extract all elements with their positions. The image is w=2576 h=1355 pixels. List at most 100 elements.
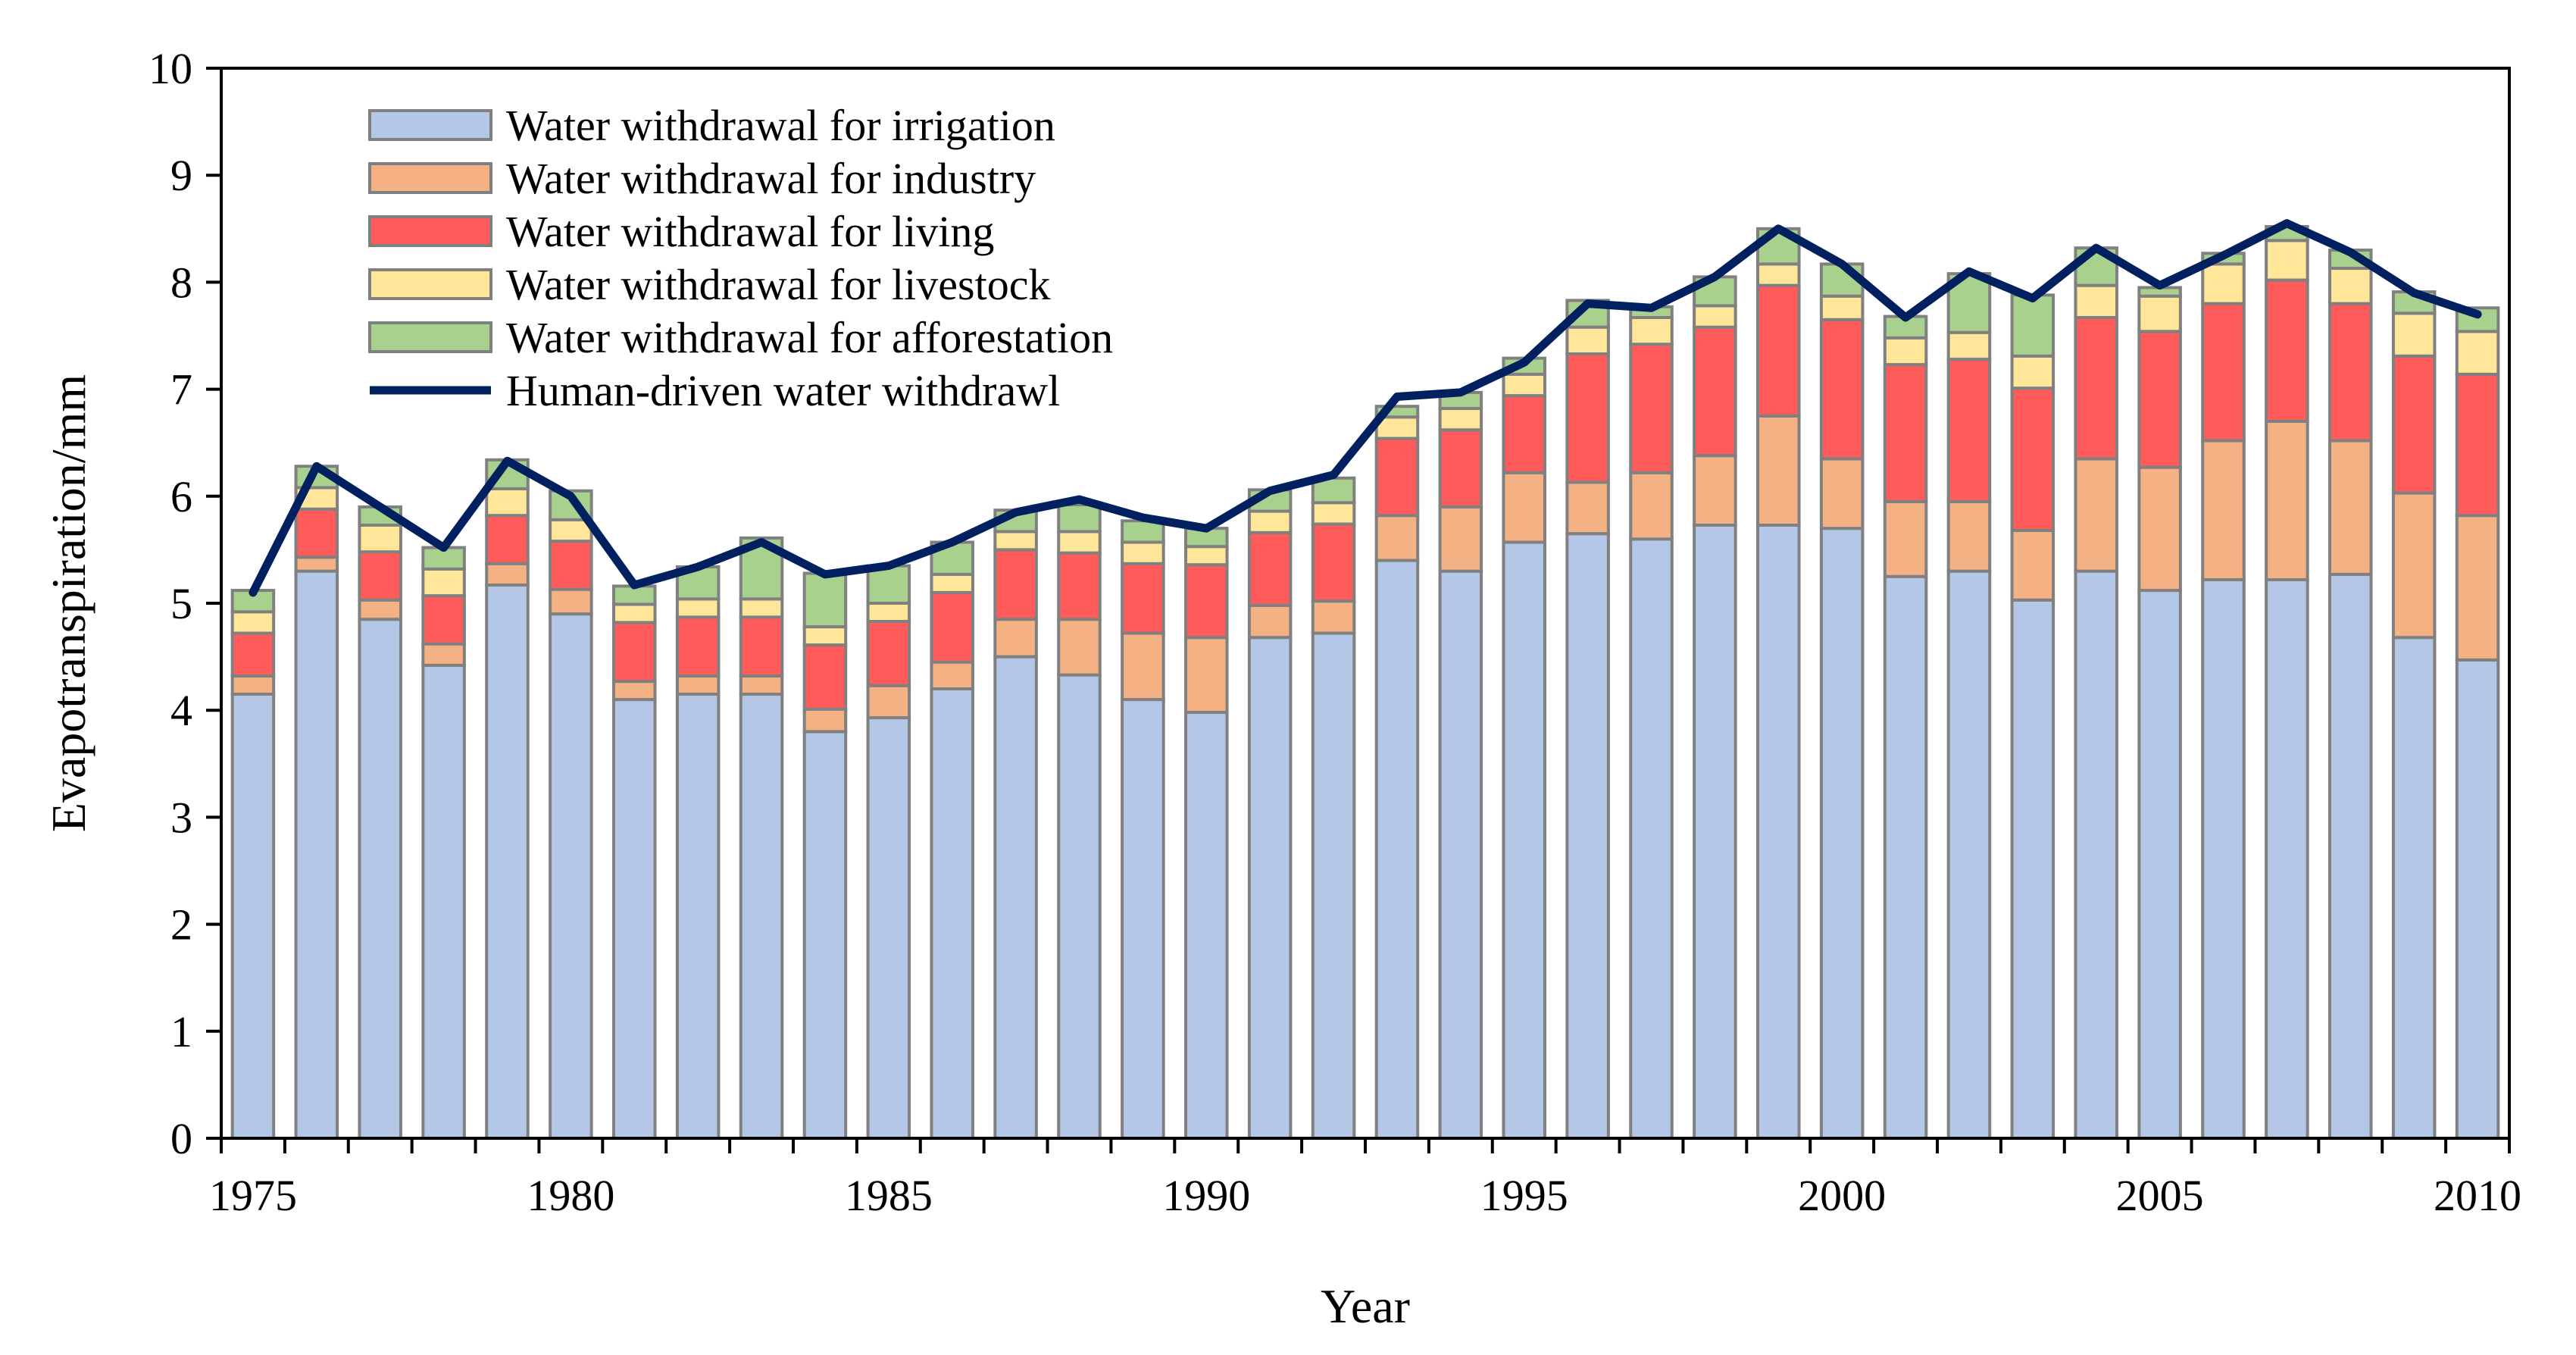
bar-segment-1993-series-1 bbox=[1374, 514, 1420, 562]
bar-segment-1981-series-0 bbox=[612, 698, 657, 1140]
bar-segment-1994-series-3 bbox=[1438, 407, 1483, 432]
legend-swatch-1 bbox=[368, 162, 492, 194]
bar-segment-1998-series-1 bbox=[1693, 454, 1737, 527]
bar-segment-2009-series-1 bbox=[2391, 491, 2437, 640]
bar-segment-2003-series-1 bbox=[2010, 528, 2055, 602]
bar-segment-1988-series-4 bbox=[1057, 503, 1102, 534]
bar-segment-1979-series-0 bbox=[485, 583, 530, 1140]
bar-segment-2005-series-3 bbox=[2137, 294, 2182, 333]
bar-segment-2003-series-4 bbox=[2010, 293, 2055, 358]
bar-segment-2001-series-0 bbox=[1883, 574, 1928, 1140]
bar-segment-1992-series-1 bbox=[1311, 599, 1356, 635]
bar-segment-2002-series-1 bbox=[1946, 499, 1992, 573]
bar-segment-1979-series-1 bbox=[485, 562, 530, 587]
x-axis-title: Year bbox=[1321, 1279, 1410, 1333]
bar-segment-2007-series-0 bbox=[2265, 577, 2309, 1140]
bar-segment-1976-series-2 bbox=[294, 507, 339, 559]
bar-segment-1982-series-3 bbox=[675, 597, 721, 619]
bar-segment-1990-series-1 bbox=[1184, 636, 1229, 715]
bar-segment-1988-series-3 bbox=[1057, 530, 1102, 555]
bar-segment-1975-series-1 bbox=[230, 674, 276, 696]
bar-segment-1976-series-1 bbox=[294, 555, 339, 573]
bar-segment-1994-series-2 bbox=[1438, 428, 1483, 509]
bar-segment-1976-series-0 bbox=[294, 569, 339, 1140]
bar-segment-2005-series-2 bbox=[2137, 330, 2182, 469]
bar-segment-2000-series-1 bbox=[1819, 457, 1865, 530]
bar-segment-1982-series-2 bbox=[675, 615, 721, 678]
bar-segment-1999-series-3 bbox=[1756, 262, 1801, 287]
bar-segment-1980-series-1 bbox=[549, 587, 593, 616]
bar-segment-2002-series-3 bbox=[1946, 330, 1992, 361]
bar-segment-1975-series-0 bbox=[230, 693, 276, 1140]
y-tick-label: 9 bbox=[170, 151, 192, 200]
bar-segment-1986-series-1 bbox=[930, 660, 974, 690]
y-axis: 0 1 2 3 4 5 6 7 8 9 10 bbox=[148, 44, 221, 1163]
bar-segment-1977-series-1 bbox=[358, 598, 402, 621]
bar-segment-2006-series-2 bbox=[2201, 302, 2246, 443]
bar-segment-1989-series-1 bbox=[1121, 631, 1165, 702]
bar-segment-1996-series-1 bbox=[1565, 480, 1610, 536]
bar-segment-1991-series-1 bbox=[1247, 603, 1293, 640]
bar-segment-1989-series-3 bbox=[1121, 540, 1165, 565]
y-tick-label: 4 bbox=[170, 686, 192, 735]
bar-segment-1987-series-0 bbox=[993, 655, 1038, 1140]
bar-segment-2010-series-1 bbox=[2455, 514, 2500, 662]
bar-segment-1984-series-2 bbox=[802, 643, 848, 711]
bar-segment-2008-series-1 bbox=[2328, 439, 2373, 576]
bar-segment-1975-series-3 bbox=[230, 610, 276, 635]
x-tick-label: 1975 bbox=[209, 1171, 297, 1220]
bar-segment-2000-series-2 bbox=[1819, 318, 1865, 461]
bar-segment-1979-series-2 bbox=[485, 514, 530, 565]
bar-segment-1992-series-3 bbox=[1311, 501, 1356, 526]
bar-segment-2006-series-3 bbox=[2201, 262, 2246, 305]
bar-segment-1987-series-3 bbox=[993, 530, 1038, 552]
bar-segment-1990-series-2 bbox=[1184, 563, 1229, 640]
bar-segment-2008-series-0 bbox=[2328, 572, 2373, 1140]
bar-segment-1978-series-1 bbox=[421, 642, 466, 667]
bar-segment-2009-series-0 bbox=[2391, 636, 2437, 1140]
x-tick-label: 1985 bbox=[845, 1171, 933, 1220]
bar-segment-1994-series-1 bbox=[1438, 505, 1483, 573]
legend-swatch-0 bbox=[368, 109, 492, 141]
bar-segment-1978-series-3 bbox=[421, 567, 466, 598]
bar-segment-1994-series-0 bbox=[1438, 569, 1483, 1140]
bar-segment-1985-series-4 bbox=[866, 564, 911, 606]
bar-segment-2001-series-1 bbox=[1883, 499, 1928, 578]
bar-segment-2001-series-3 bbox=[1883, 336, 1928, 367]
y-tick-label: 8 bbox=[170, 258, 192, 307]
bar-segment-1977-series-2 bbox=[358, 550, 402, 602]
legend-label-4: Water withdrawal for afforestation bbox=[506, 313, 1113, 362]
bar-segment-2004-series-2 bbox=[2074, 315, 2118, 461]
legend-label-line: Human-driven water withdrawl bbox=[506, 366, 1060, 415]
bar-segment-1985-series-2 bbox=[866, 620, 911, 687]
bar-segment-1979-series-3 bbox=[485, 487, 530, 518]
bar-segment-1999-series-0 bbox=[1756, 523, 1801, 1140]
bar-segment-2006-series-0 bbox=[2201, 577, 2246, 1140]
legend-swatch-2 bbox=[368, 215, 492, 247]
bar-segment-1982-series-1 bbox=[675, 674, 721, 696]
bar-segment-1981-series-3 bbox=[612, 602, 657, 624]
bar-segment-2010-series-0 bbox=[2455, 658, 2500, 1140]
bar-segment-2004-series-3 bbox=[2074, 283, 2118, 319]
bar-segment-1988-series-2 bbox=[1057, 551, 1102, 621]
bar-segment-1998-series-2 bbox=[1693, 325, 1737, 458]
bar-segment-2007-series-1 bbox=[2265, 419, 2309, 581]
bar-segment-2010-series-3 bbox=[2455, 330, 2500, 376]
y-tick-label: 2 bbox=[170, 900, 192, 950]
bar-segment-1985-series-3 bbox=[866, 602, 911, 624]
bar-segment-1995-series-1 bbox=[1502, 471, 1546, 544]
bar-segment-1996-series-0 bbox=[1565, 532, 1610, 1140]
bar-segment-2002-series-2 bbox=[1946, 358, 1992, 503]
x-tick-label: 2005 bbox=[2116, 1171, 2204, 1220]
bar-segment-1989-series-2 bbox=[1121, 562, 1165, 635]
bar-segment-1999-series-1 bbox=[1756, 414, 1801, 527]
bar-segment-1996-series-2 bbox=[1565, 352, 1610, 484]
bar-segment-1983-series-0 bbox=[739, 693, 784, 1140]
bar-segment-1996-series-3 bbox=[1565, 325, 1610, 356]
y-tick-label: 3 bbox=[170, 793, 192, 842]
y-tick-label: 6 bbox=[170, 472, 192, 521]
bar-segment-2000-series-0 bbox=[1819, 527, 1865, 1140]
legend-swatch-3 bbox=[368, 268, 492, 300]
bar-segment-1992-series-0 bbox=[1311, 631, 1356, 1140]
